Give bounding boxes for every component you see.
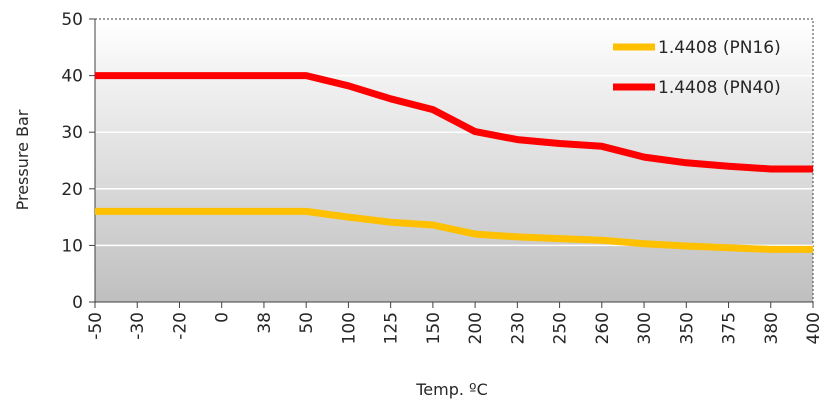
y-tick-label: 0 — [72, 293, 83, 313]
y-tick-label: 10 — [61, 236, 83, 256]
x-tick-label: 350 — [677, 312, 697, 344]
x-tick-label: 50 — [297, 312, 317, 334]
series-line — [95, 207, 813, 253]
plot-area — [94, 18, 814, 303]
x-tick-label: 38 — [255, 312, 275, 334]
legend-label: 1.4408 (PN40) — [658, 78, 781, 98]
x-tick-label: 380 — [762, 312, 782, 344]
x-tick-label: -50 — [86, 312, 106, 340]
x-tick-label: 260 — [593, 312, 613, 344]
x-tick-label: 0 — [213, 312, 233, 323]
x-tick-label: 400 — [804, 312, 824, 344]
x-tick-label: 150 — [424, 312, 444, 344]
x-axis-label: Temp. ºC — [415, 380, 488, 399]
y-tick-label: 50 — [61, 10, 83, 30]
legend: 1.4408 (PN16) 1.4408 (PN40) — [613, 38, 781, 98]
y-tick-label: 40 — [61, 67, 83, 87]
x-tick-label: -30 — [128, 312, 148, 340]
x-tick-label: 250 — [551, 312, 571, 344]
y-tick-label: 30 — [61, 123, 83, 143]
x-tick-label: 200 — [466, 312, 486, 344]
x-tick-label: 300 — [635, 312, 655, 344]
x-tick-label: -20 — [170, 312, 190, 340]
x-tick-label: 100 — [339, 312, 359, 344]
axes: 0 10 20 30 40 50 -50 -30 -20 0 38 50 100 125 150 200 230… — [61, 10, 824, 344]
y-tick-label: 20 — [61, 180, 83, 200]
x-tick-label: 375 — [720, 312, 740, 344]
series-line — [95, 72, 813, 173]
x-tick-label: 125 — [382, 312, 402, 344]
x-tick-label: 230 — [508, 312, 528, 344]
legend-label: 1.4408 (PN16) — [658, 38, 781, 58]
y-axis-label: Pressure Bar — [13, 109, 32, 210]
series-lines — [95, 72, 813, 253]
